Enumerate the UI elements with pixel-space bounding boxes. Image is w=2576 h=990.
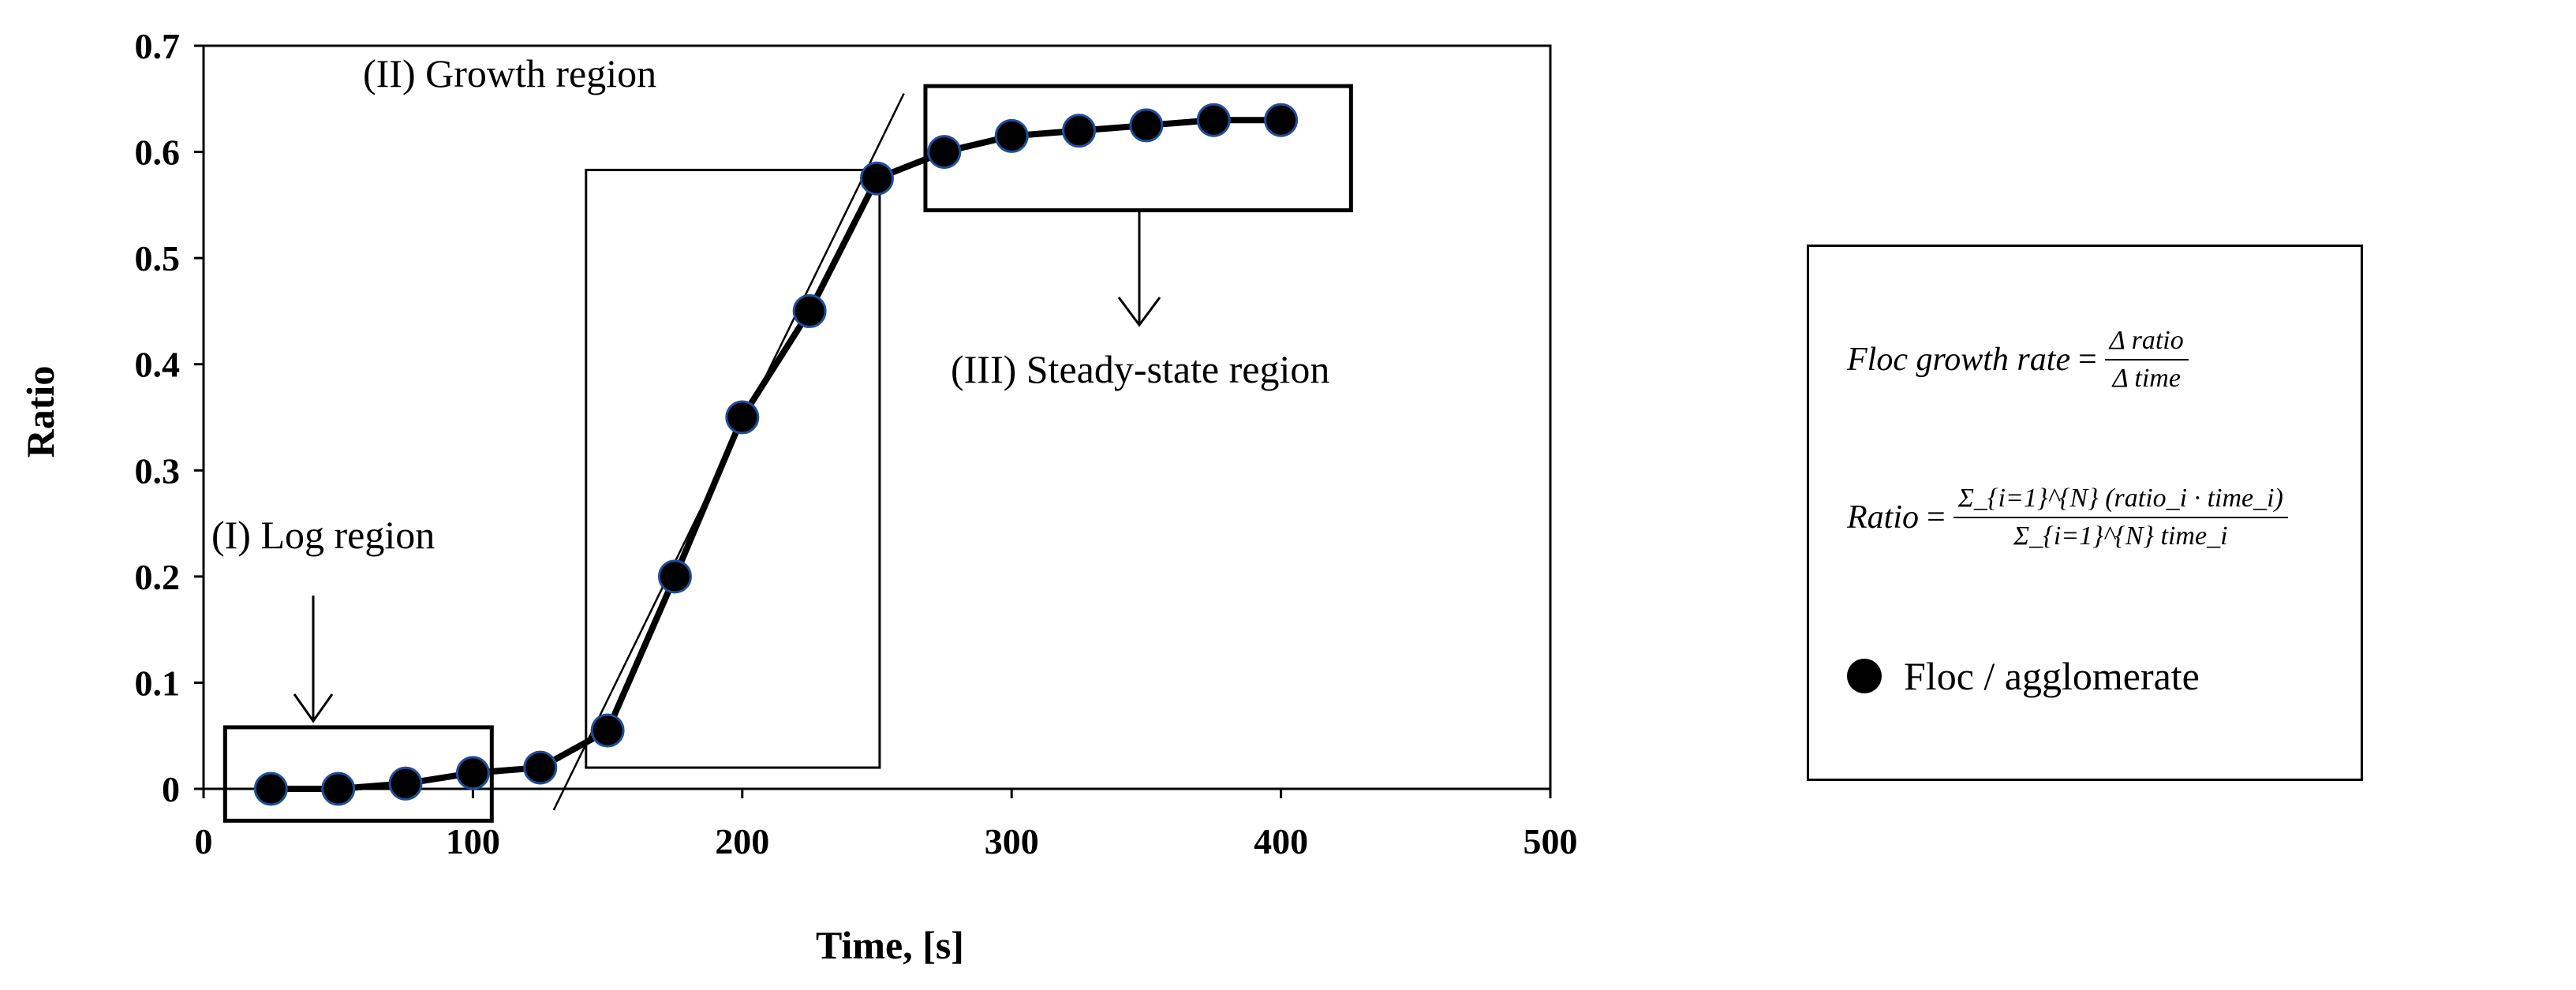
y-tick-label: 0.3 xyxy=(135,450,181,491)
formula-ratio-numerator: Σ_{i=1}^{N} (ratio_i · time_i) xyxy=(1953,484,2288,518)
formula-growth-rate-equals: = xyxy=(2078,342,2097,378)
formula-growth-rate-lhs: Floc growth rate xyxy=(1847,342,2071,378)
chart-canvas: 0 100 200 300 400 500 00.10.20.30.40.50.60.7 … xyxy=(18,26,1578,967)
region-box-growth xyxy=(585,168,881,769)
data-point xyxy=(455,756,490,790)
data-point xyxy=(253,771,288,806)
legend-marker-icon xyxy=(1847,659,1882,693)
data-point xyxy=(927,135,962,170)
formula-ratio-denominator: Σ_{i=1}^{N} time_i xyxy=(2013,521,2228,551)
y-tick-label: 0.6 xyxy=(135,133,181,173)
region-box-steady xyxy=(923,84,1353,213)
x-tick-label: 300 xyxy=(985,821,1039,861)
legend-label: Floc / agglomerate xyxy=(1904,654,2200,698)
formula-ratio: Ratio = Σ_{i=1}^{N} (ratio_i · time_i) Σ… xyxy=(1847,484,2288,551)
y-tick-label: 0.5 xyxy=(135,238,181,278)
x-tick-label: 200 xyxy=(715,821,769,861)
data-point xyxy=(321,771,356,806)
formula-ratio-fraction: Σ_{i=1}^{N} (ratio_i · time_i) Σ_{i=1}^{… xyxy=(1953,484,2288,551)
formula-ratio-lhs: Ratio xyxy=(1847,499,1919,536)
data-point xyxy=(1264,103,1299,137)
plot-frame xyxy=(202,44,1552,790)
y-tick-label: 0.2 xyxy=(135,557,181,597)
legend-entry: Floc / agglomerate xyxy=(1847,653,2200,699)
formula-ratio-equals: = xyxy=(1927,499,1946,536)
annotation-log-region: (I) Log region xyxy=(211,513,435,557)
x-tick-label: 400 xyxy=(1254,821,1308,861)
y-tick-label: 0.7 xyxy=(135,26,181,66)
x-tick-label: 0 xyxy=(195,821,213,861)
plot-area xyxy=(202,44,1552,790)
y-tick-label: 0.1 xyxy=(135,663,181,703)
annotations-group: (II) Growth region (III) Steady-state re… xyxy=(211,51,1329,723)
data-point xyxy=(1196,103,1231,137)
x-axis-title: Time, [s] xyxy=(816,923,964,967)
data-point xyxy=(388,766,423,801)
x-tick-label: 100 xyxy=(446,821,500,861)
formula-growth-rate: Floc growth rate = Δ ratio Δ time xyxy=(1847,326,2189,394)
data-point xyxy=(725,400,760,435)
legend-box: Floc growth rate = Δ ratio Δ time Ratio … xyxy=(1807,245,2363,781)
arrow-log-region xyxy=(293,596,334,723)
data-point xyxy=(657,559,692,594)
data-point xyxy=(590,713,625,748)
formula-growth-rate-numerator: Δ ratio xyxy=(2104,326,2189,361)
region-boxes xyxy=(222,84,1353,823)
data-point xyxy=(1129,108,1164,143)
y-tick-label: 0 xyxy=(162,769,180,809)
data-point xyxy=(860,161,894,196)
data-point xyxy=(1062,114,1097,148)
x-tick-label: 500 xyxy=(1524,821,1578,861)
x-axis-ticks: 0 100 200 300 400 500 xyxy=(195,789,1578,861)
y-tick-label: 0.4 xyxy=(135,345,181,385)
annotation-steady-region: (III) Steady-state region xyxy=(951,347,1329,391)
data-point xyxy=(994,118,1029,153)
arrow-steady-region xyxy=(1117,211,1161,327)
series-line xyxy=(271,117,1281,792)
annotation-growth-region: (II) Growth region xyxy=(363,51,656,95)
formula-growth-rate-fraction: Δ ratio Δ time xyxy=(2104,326,2189,394)
y-axis-ticks: 0 0.1 0.2 0.3 0.4 0.5 0.6 0.7 xyxy=(135,26,204,809)
y-axis-title: Ratio xyxy=(18,366,62,458)
formula-growth-rate-denominator: Δ time xyxy=(2112,364,2181,393)
series-group xyxy=(253,103,1299,806)
data-point xyxy=(792,293,827,328)
data-point xyxy=(523,750,558,785)
